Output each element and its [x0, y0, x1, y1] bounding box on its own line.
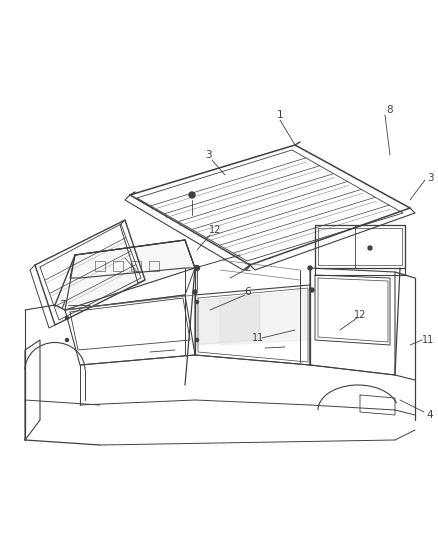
- Circle shape: [195, 338, 198, 342]
- Text: 3: 3: [427, 173, 433, 183]
- Text: 7: 7: [59, 300, 65, 310]
- Polygon shape: [195, 295, 260, 345]
- Circle shape: [368, 246, 372, 250]
- Polygon shape: [220, 290, 310, 345]
- Text: 6: 6: [245, 287, 251, 297]
- Circle shape: [189, 192, 195, 198]
- Text: 12: 12: [209, 225, 221, 235]
- Circle shape: [195, 301, 198, 303]
- Circle shape: [193, 290, 197, 294]
- Text: 11: 11: [252, 333, 264, 343]
- Circle shape: [308, 266, 312, 270]
- Polygon shape: [65, 240, 195, 310]
- Circle shape: [194, 265, 199, 271]
- Text: 4: 4: [427, 410, 433, 420]
- Text: 11: 11: [422, 335, 434, 345]
- Text: 2: 2: [245, 263, 251, 273]
- Text: 12: 12: [354, 310, 366, 320]
- Circle shape: [66, 338, 68, 342]
- Circle shape: [310, 288, 314, 292]
- Circle shape: [66, 317, 68, 319]
- Text: 1: 1: [277, 110, 283, 120]
- Text: 8: 8: [387, 105, 393, 115]
- Text: 3: 3: [205, 150, 211, 160]
